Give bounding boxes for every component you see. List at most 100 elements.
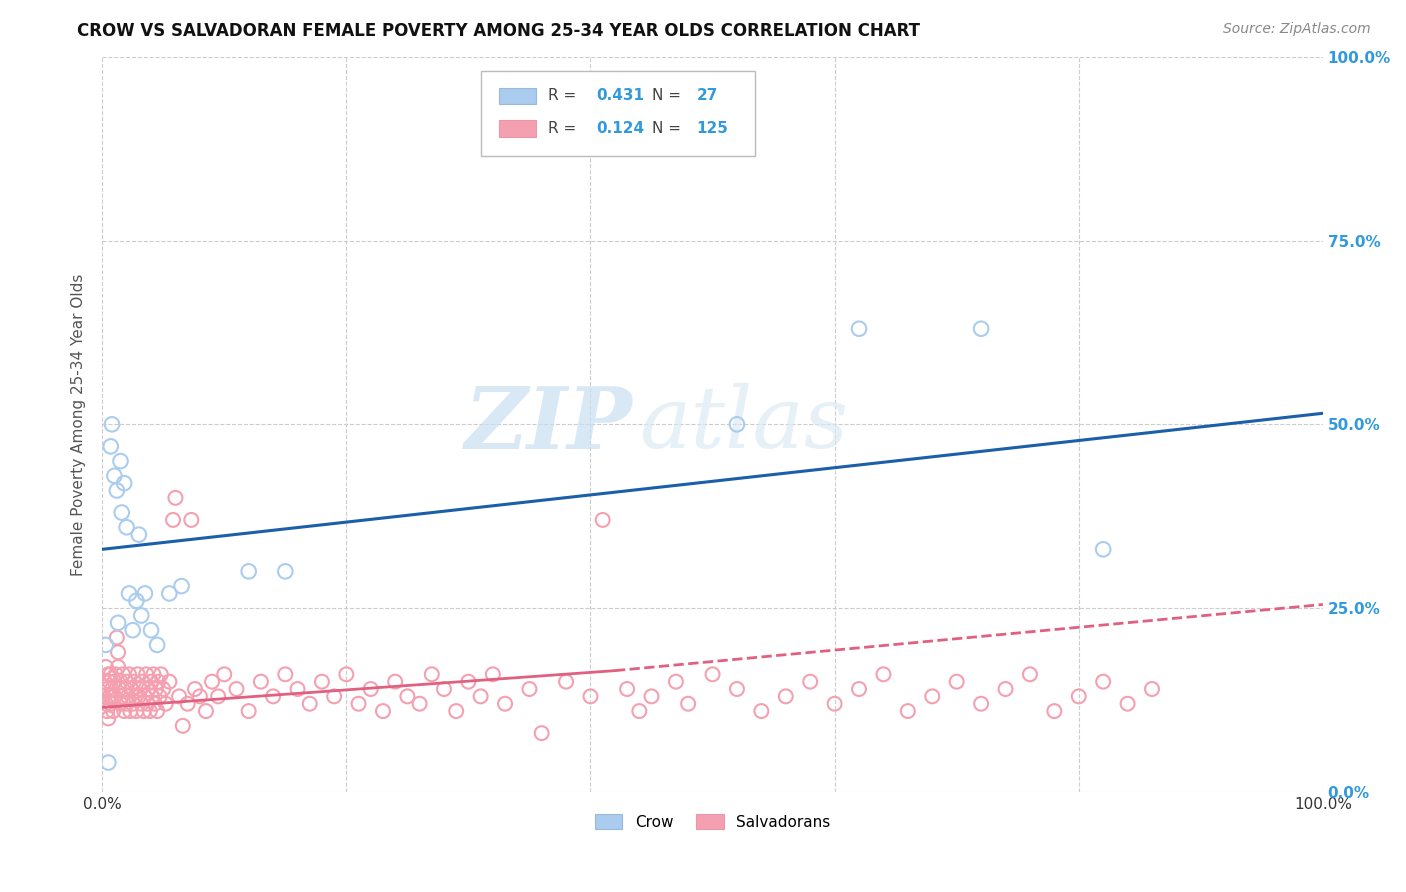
Point <box>519 681 541 696</box>
Point <box>167 690 190 704</box>
Point <box>97 711 120 725</box>
Point <box>702 667 724 681</box>
Point <box>152 681 174 696</box>
Point <box>155 697 177 711</box>
Point <box>103 690 125 704</box>
Point <box>1116 697 1139 711</box>
Point <box>101 417 124 432</box>
Point <box>125 594 148 608</box>
Point <box>103 468 125 483</box>
Point <box>96 681 118 696</box>
Point <box>128 527 150 541</box>
Point <box>107 615 129 630</box>
Point <box>117 690 139 704</box>
Point <box>143 697 166 711</box>
Point <box>970 322 993 336</box>
Point <box>125 704 148 718</box>
Point <box>129 681 152 696</box>
Point <box>146 704 169 718</box>
FancyBboxPatch shape <box>499 120 536 136</box>
Point <box>97 667 120 681</box>
Point <box>725 681 748 696</box>
Point <box>120 704 142 718</box>
Point <box>262 690 284 704</box>
Point <box>132 704 155 718</box>
Point <box>110 454 132 468</box>
Point <box>799 674 821 689</box>
Point <box>118 667 141 681</box>
Text: atlas: atlas <box>640 383 848 466</box>
Point <box>107 660 129 674</box>
Text: Source: ZipAtlas.com: Source: ZipAtlas.com <box>1223 22 1371 37</box>
Point <box>139 704 162 718</box>
Point <box>180 513 202 527</box>
Text: N =: N = <box>651 120 685 136</box>
Point <box>149 667 172 681</box>
Point <box>347 697 370 711</box>
Point <box>122 674 145 689</box>
Point <box>118 586 141 600</box>
Point <box>396 690 419 704</box>
Point <box>287 681 309 696</box>
Point <box>114 681 136 696</box>
Point <box>94 638 117 652</box>
Point <box>945 674 967 689</box>
Point <box>628 704 651 718</box>
Point <box>665 674 688 689</box>
Point <box>134 690 156 704</box>
Point <box>408 697 430 711</box>
Point <box>592 513 614 527</box>
Point <box>1019 667 1042 681</box>
Point <box>172 719 194 733</box>
Point <box>142 667 165 681</box>
Point <box>124 690 146 704</box>
Point <box>112 704 135 718</box>
Point <box>93 674 115 689</box>
Point <box>121 681 143 696</box>
Point <box>134 586 156 600</box>
Point <box>482 667 505 681</box>
Point <box>103 704 125 718</box>
Point <box>188 690 211 704</box>
Point <box>96 704 118 718</box>
Point <box>201 674 224 689</box>
Point <box>274 565 297 579</box>
Point <box>970 697 993 711</box>
Point <box>1043 704 1066 718</box>
Point <box>238 704 260 718</box>
Point <box>676 697 699 711</box>
Point <box>1067 690 1090 704</box>
Point <box>139 674 162 689</box>
Point <box>105 483 128 498</box>
Point <box>94 697 117 711</box>
Point <box>444 704 467 718</box>
Text: 0.431: 0.431 <box>596 88 644 103</box>
Point <box>298 697 321 711</box>
Point <box>129 697 152 711</box>
Point <box>250 674 273 689</box>
Point <box>238 565 260 579</box>
Point <box>530 726 553 740</box>
Point <box>157 586 180 600</box>
Point <box>115 697 138 711</box>
Point <box>103 674 125 689</box>
Point <box>145 681 167 696</box>
Point <box>162 513 184 527</box>
Point <box>94 660 117 674</box>
Point <box>107 645 129 659</box>
Point <box>207 690 229 704</box>
Point <box>214 667 236 681</box>
Text: 125: 125 <box>697 120 728 136</box>
Point <box>848 322 870 336</box>
Point <box>110 674 132 689</box>
Text: 0.124: 0.124 <box>596 120 645 136</box>
Point <box>115 674 138 689</box>
Point <box>335 667 357 681</box>
Point <box>420 667 443 681</box>
Point <box>225 681 247 696</box>
Point <box>176 697 198 711</box>
Point <box>127 667 149 681</box>
Point <box>433 681 456 696</box>
Point <box>184 681 207 696</box>
Point <box>149 690 172 704</box>
